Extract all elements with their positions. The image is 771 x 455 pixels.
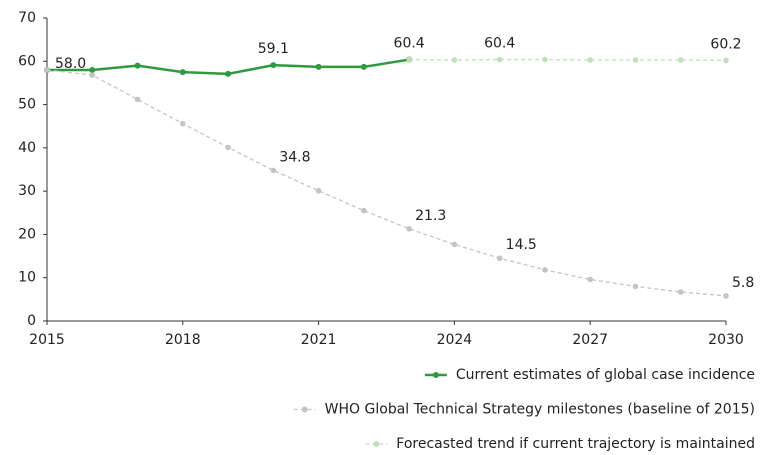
point bbox=[677, 57, 684, 63]
point bbox=[361, 207, 367, 214]
point bbox=[406, 56, 412, 63]
point bbox=[587, 57, 593, 63]
point bbox=[315, 187, 322, 194]
data-label: 14.5 bbox=[506, 237, 537, 253]
x-tick-label: 2024 bbox=[437, 332, 473, 348]
point bbox=[360, 63, 367, 70]
legend-dot bbox=[301, 406, 308, 413]
x-tick-label: 2021 bbox=[301, 332, 337, 348]
legend-label: Current estimates of global case inciden… bbox=[456, 367, 755, 383]
legend-label: WHO Global Technical Strategy milestones… bbox=[325, 402, 755, 418]
point bbox=[225, 70, 232, 77]
data-label: 59.1 bbox=[258, 41, 289, 57]
point bbox=[270, 167, 277, 174]
legend-dot bbox=[432, 372, 439, 378]
y-tick-label: 30 bbox=[18, 183, 36, 199]
y-tick-label: 20 bbox=[18, 226, 36, 242]
legend-label: Forecasted trend if current trajectory i… bbox=[396, 436, 755, 452]
point bbox=[44, 67, 50, 73]
point bbox=[632, 57, 639, 63]
data-label: 34.8 bbox=[279, 149, 310, 165]
x-tick-label: 2030 bbox=[708, 332, 744, 348]
series-line bbox=[409, 58, 727, 62]
point bbox=[315, 63, 322, 70]
data-label: 60.2 bbox=[710, 36, 741, 52]
point bbox=[496, 56, 503, 63]
y-tick-label: 60 bbox=[18, 53, 36, 69]
legend-dot bbox=[373, 441, 380, 447]
point bbox=[723, 293, 729, 299]
point bbox=[632, 283, 639, 290]
point bbox=[180, 120, 186, 127]
y-tick-label: 10 bbox=[18, 270, 36, 286]
x-tick-label: 2018 bbox=[165, 332, 201, 348]
point bbox=[134, 62, 141, 69]
data-label: 60.4 bbox=[484, 36, 515, 52]
series-line bbox=[46, 69, 727, 297]
y-tick-label: 70 bbox=[18, 10, 36, 26]
data-label: 60.4 bbox=[394, 36, 425, 52]
data-label: 5.8 bbox=[732, 275, 754, 291]
data-label: 21.3 bbox=[415, 208, 446, 224]
point bbox=[225, 144, 231, 151]
point bbox=[134, 96, 141, 103]
point bbox=[451, 57, 458, 63]
data-label: 58.0 bbox=[55, 56, 86, 72]
point bbox=[406, 226, 412, 232]
point bbox=[89, 66, 96, 73]
y-tick-label: 40 bbox=[18, 140, 36, 156]
point bbox=[451, 241, 458, 248]
point bbox=[496, 255, 503, 262]
point bbox=[587, 276, 593, 283]
point bbox=[542, 267, 548, 273]
point bbox=[677, 289, 684, 295]
x-tick-label: 2015 bbox=[29, 332, 65, 348]
y-tick-label: 50 bbox=[18, 97, 36, 113]
point bbox=[89, 72, 96, 78]
y-tick-label: 0 bbox=[27, 313, 36, 329]
point bbox=[723, 57, 729, 64]
point bbox=[542, 56, 548, 63]
x-tick-label: 2027 bbox=[572, 332, 608, 348]
point bbox=[179, 69, 186, 76]
point bbox=[270, 62, 277, 69]
